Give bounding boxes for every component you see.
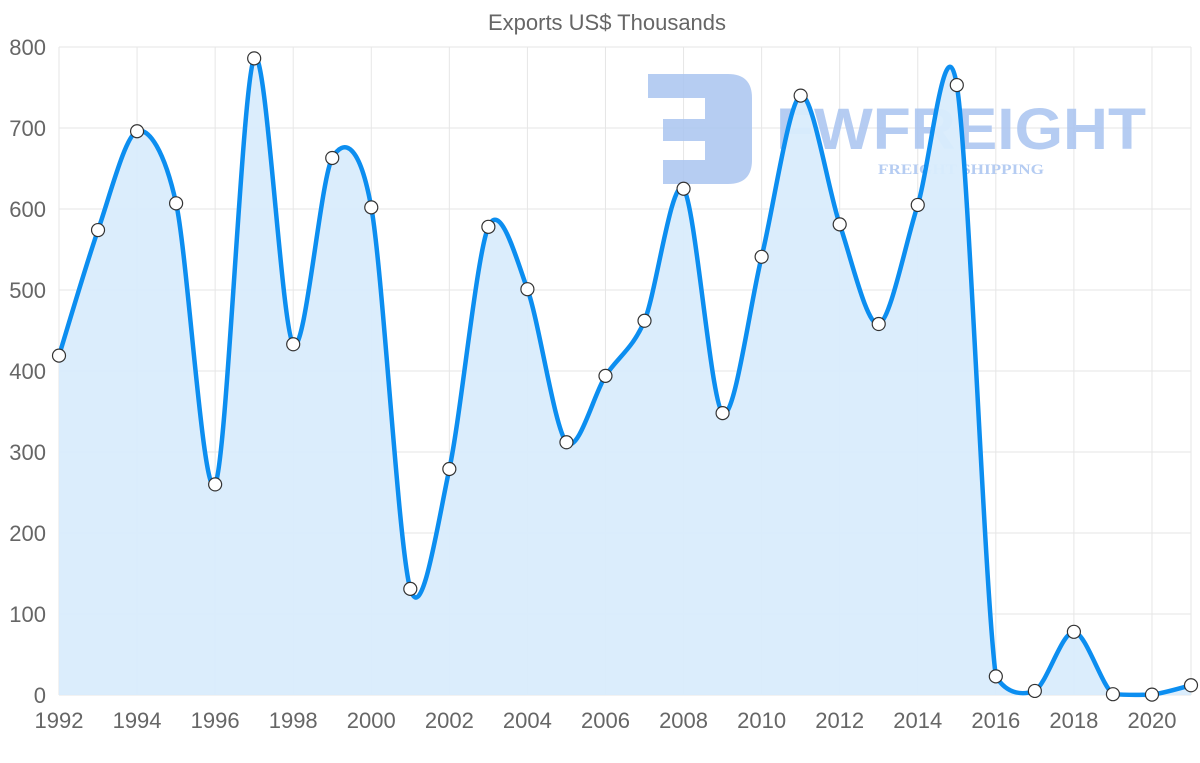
data-point[interactable]: [90, 222, 106, 238]
data-point[interactable]: [208, 477, 223, 492]
x-tick-label: 2004: [503, 708, 552, 733]
x-tick-label: 1992: [35, 708, 84, 733]
data-point[interactable]: [1066, 624, 1081, 639]
x-tick-label: 2020: [1127, 708, 1176, 733]
chart-title: Exports US$ Thousands: [488, 10, 726, 35]
data-point[interactable]: [247, 51, 262, 66]
data-point[interactable]: [325, 150, 340, 166]
data-point[interactable]: [129, 124, 145, 139]
data-point[interactable]: [676, 181, 691, 196]
y-tick-label: 800: [9, 35, 46, 60]
data-point[interactable]: [988, 669, 1003, 684]
data-point[interactable]: [754, 249, 769, 264]
data-point[interactable]: [403, 581, 418, 596]
data-point[interactable]: [481, 219, 496, 234]
data-point[interactable]: [598, 368, 613, 383]
x-tick-label: 2018: [1049, 708, 1098, 733]
data-point[interactable]: [871, 316, 886, 332]
x-tick-label: 2010: [737, 708, 786, 733]
x-tick-label: 2006: [581, 708, 630, 733]
x-tick-label: 2002: [425, 708, 474, 733]
data-point[interactable]: [1144, 687, 1160, 702]
x-tick-label: 2008: [659, 708, 708, 733]
data-point[interactable]: [364, 200, 379, 215]
y-tick-label: 600: [9, 197, 46, 222]
y-tick-label: 0: [34, 683, 46, 708]
data-point[interactable]: [715, 406, 730, 421]
data-point[interactable]: [793, 88, 808, 103]
data-point[interactable]: [442, 461, 457, 477]
area-fill: [59, 57, 1191, 696]
x-tick-label: 2000: [347, 708, 396, 733]
y-tick-label: 700: [9, 116, 46, 141]
x-tick-label: 2012: [815, 708, 864, 733]
y-tick-label: 100: [9, 602, 46, 627]
data-point[interactable]: [1027, 683, 1042, 699]
series-line: [56, 55, 1192, 698]
data-point[interactable]: [1105, 687, 1121, 702]
y-tick-label: 400: [9, 359, 46, 384]
data-point[interactable]: [1183, 678, 1199, 693]
x-axis: 1992 1994 1996 1998 2000 2002 2004 2006 2008 2010…: [35, 708, 1177, 733]
data-point[interactable]: [949, 77, 964, 93]
data-point[interactable]: [559, 435, 574, 450]
data-point[interactable]: [169, 196, 184, 211]
data-point[interactable]: [832, 217, 847, 232]
data-point[interactable]: [910, 197, 925, 213]
x-tick-label: 1996: [191, 708, 240, 733]
x-tick-label: 1998: [269, 708, 318, 733]
data-point[interactable]: [286, 337, 301, 352]
y-tick-label: 300: [9, 440, 46, 465]
data-point[interactable]: [520, 282, 535, 297]
x-tick-label: 1994: [113, 708, 162, 733]
x-tick-label: 2014: [893, 708, 942, 733]
y-axis: 0 100 200 300 400 500 600 700 800: [9, 35, 46, 708]
x-tick-label: 2016: [971, 708, 1020, 733]
y-tick-label: 500: [9, 278, 46, 303]
watermark-logo: FWFREIGHT FREIGHT SHIPPING: [648, 74, 1146, 184]
data-point[interactable]: [637, 313, 652, 328]
y-tick-label: 200: [9, 521, 46, 546]
data-point[interactable]: [51, 348, 67, 363]
